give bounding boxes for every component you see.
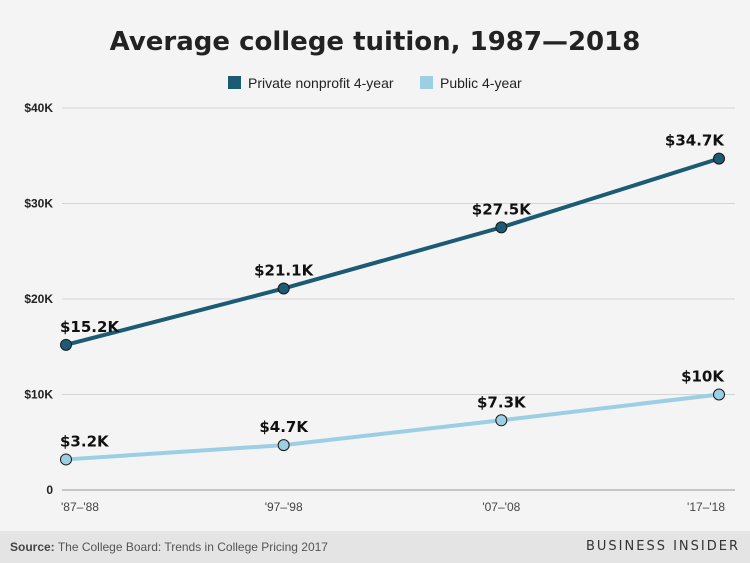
data-label: $27.5K	[472, 200, 532, 218]
x-tick-label: '97–'98	[265, 500, 303, 514]
data-label: $10K	[681, 368, 725, 386]
y-tick-label: $40K	[24, 101, 53, 115]
series-line-0	[65, 156, 720, 347]
data-point	[60, 338, 72, 351]
data-point	[495, 221, 508, 234]
source-label: Source:	[10, 540, 55, 554]
grid	[62, 107, 735, 491]
legend: Private nonprofit 4-year Public 4-year	[228, 75, 522, 91]
x-tick-label: '07–'08	[482, 500, 520, 514]
source-note: Source: The College Board: Trends in Col…	[10, 540, 328, 554]
data-point	[277, 282, 290, 295]
footer: Source: The College Board: Trends in Col…	[0, 531, 750, 563]
legend-label-1: Public 4-year	[440, 75, 522, 91]
data-label: $34.7K	[665, 132, 725, 150]
source-text: The College Board: Trends in College Pri…	[57, 540, 328, 554]
legend-swatch-0	[228, 76, 241, 89]
line-chart: Average college tuition, 1987—2018 Priva…	[24, 27, 735, 514]
data-point	[277, 439, 290, 452]
data-point	[60, 453, 72, 466]
data-label: $15.2K	[60, 318, 120, 336]
y-tick-label: $20K	[24, 292, 53, 306]
series-line-1	[65, 392, 720, 462]
legend-swatch-1	[420, 76, 433, 89]
data-label: $3.2K	[60, 432, 110, 450]
x-tick-label: '87–'88	[61, 500, 99, 514]
legend-label-0: Private nonprofit 4-year	[248, 75, 394, 91]
y-tick-label: $10K	[24, 388, 53, 402]
brand-logo: BUSINESS INSIDER	[586, 539, 740, 554]
y-tick-label: 0	[46, 483, 53, 497]
chart-title: Average college tuition, 1987—2018	[110, 27, 641, 57]
series-group: $15.2K $21.1K $27.5K $34.7K $3.2K $4.7K $7.3K $…	[60, 132, 725, 466]
y-tick-label: $30K	[24, 197, 53, 211]
x-tick-label: '17–'18	[687, 500, 725, 514]
data-label: $21.1K	[254, 261, 314, 279]
data-point	[495, 414, 508, 427]
data-point	[713, 152, 725, 165]
x-axis: '87–'88 '97–'98 '07–'08 '17–'18	[61, 500, 725, 514]
data-label: $4.7K	[259, 418, 309, 436]
y-axis: 0 $10K $20K $30K $40K	[24, 101, 53, 497]
data-point	[713, 388, 725, 401]
data-label: $7.3K	[477, 393, 527, 411]
